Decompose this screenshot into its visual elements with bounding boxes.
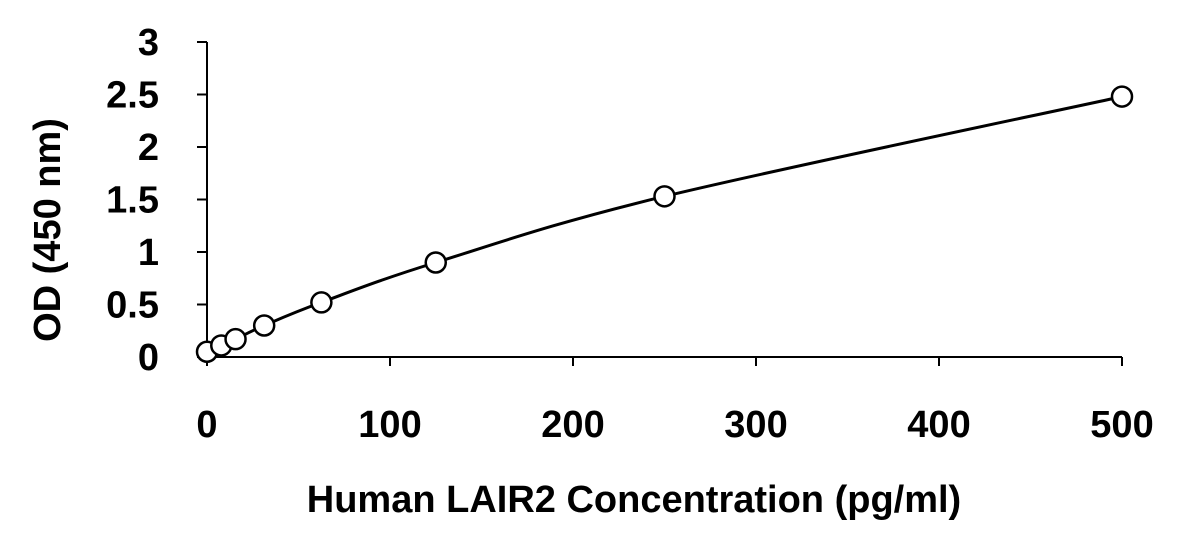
fit-curve xyxy=(206,95,1123,354)
x-tick-label-0: 0 xyxy=(196,404,217,446)
data-point-5 xyxy=(424,251,447,274)
data-point-6 xyxy=(653,185,676,208)
data-point-2 xyxy=(224,327,247,351)
data-point-7 xyxy=(1110,85,1134,108)
x-tick-label-4: 400 xyxy=(907,404,970,446)
x-tick-label-3: 300 xyxy=(724,404,787,446)
y-tick-label-3: 1.5 xyxy=(106,180,159,222)
y-tick-label-0: 0 xyxy=(138,337,159,379)
data-point-4 xyxy=(310,291,333,314)
x-tick-label-1: 100 xyxy=(358,404,421,446)
x-tick-label-5: 500 xyxy=(1090,404,1153,446)
y-tick-label-2: 1 xyxy=(138,232,159,274)
y-tick-label-1: 0.5 xyxy=(106,285,159,327)
y-tick-label-4: 2 xyxy=(138,127,159,169)
data-points xyxy=(195,85,1134,363)
x-axis: 0 100 200 300 400 500 xyxy=(196,356,1154,446)
y-axis-title: OD (450 nm) xyxy=(27,118,69,342)
y-axis: 0 0.5 1 1.5 2 2.5 3 xyxy=(106,22,208,379)
data-point-3 xyxy=(252,314,276,337)
y-tick-label-6: 3 xyxy=(138,22,159,64)
x-tick-label-2: 200 xyxy=(541,404,604,446)
x-axis-title: Human LAIR2 Concentration (pg/ml) xyxy=(307,479,961,521)
y-tick-label-5: 2.5 xyxy=(106,75,159,117)
